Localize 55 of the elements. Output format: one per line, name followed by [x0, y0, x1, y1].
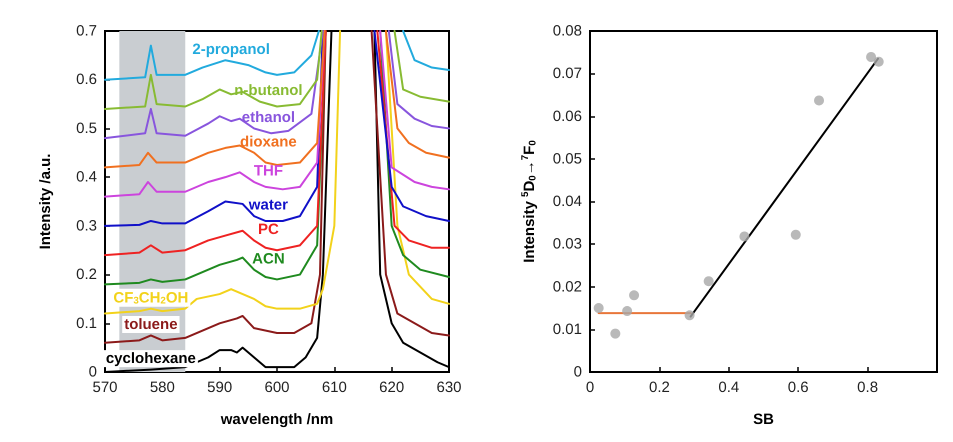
y-tick-label: 0.04: [552, 193, 582, 210]
y-tick-label: 0.03: [552, 236, 582, 253]
x-tick-label: 0: [586, 379, 594, 396]
y-tick-label: 0.6: [76, 71, 97, 88]
y-tick-label: 0.2: [76, 266, 97, 284]
point: [622, 306, 632, 316]
x-tick-label: 590: [207, 379, 232, 396]
x-tick-label: 0.6: [788, 379, 809, 396]
series-label: water: [248, 196, 288, 214]
point: [594, 303, 604, 314]
point: [704, 276, 714, 286]
x-tick-label: 630: [436, 379, 462, 396]
series-label: PC: [258, 221, 279, 238]
point: [874, 56, 884, 67]
series-label: cyclohexane: [106, 350, 196, 368]
y-tick-label: 0.4: [76, 168, 97, 186]
x-tick-label: 570: [92, 379, 118, 396]
point: [790, 230, 801, 240]
series-label: THF: [254, 162, 283, 180]
y-tick-label: 0.05: [552, 150, 582, 168]
y-tick-label: 0.06: [552, 108, 582, 125]
point: [629, 290, 640, 300]
point: [739, 231, 750, 242]
y-tick-label: 0.01: [552, 320, 582, 338]
x-tick-label: 580: [150, 379, 175, 396]
point: [684, 310, 695, 320]
y-tick-label: 0.08: [552, 22, 582, 40]
y-tick-label: 0: [88, 364, 97, 380]
series-label: ACN: [252, 250, 285, 268]
y-tick-label: 0: [574, 364, 582, 380]
y-tick-label: 0.5: [76, 120, 97, 137]
y-tick-label: 0.02: [552, 278, 582, 296]
y-axis-title: Intensity 5D0→7F0: [520, 140, 538, 263]
series-label: dioxane: [240, 133, 297, 150]
x-tick-label: 0.4: [718, 379, 740, 396]
y-tick-label: 0.7: [76, 22, 97, 40]
y-tick-label: 0.07: [552, 65, 582, 82]
x-tick-label: 620: [379, 379, 404, 396]
series-label: n-butanol: [234, 82, 303, 100]
series-label: CF3CH2OH: [113, 289, 188, 306]
series-label: toluene: [124, 316, 178, 334]
y-tick-label: 0.1: [76, 314, 97, 332]
x-tick-label: 0.8: [857, 379, 878, 396]
x-tick-label: 600: [264, 379, 290, 396]
point: [866, 52, 876, 62]
y-axis-title: Intensity /a.u.: [37, 154, 54, 250]
x-axis-title: SB: [753, 411, 774, 428]
point: [610, 328, 620, 339]
x-tick-label: 0.2: [648, 379, 670, 396]
series-label: ethanol: [242, 109, 296, 126]
x-axis-title: wavelength /nm: [220, 411, 334, 428]
point: [814, 95, 824, 106]
series-label: 2-propanol: [192, 40, 270, 58]
x-tick-label: 610: [322, 379, 347, 396]
y-tick-label: 0.3: [76, 217, 97, 234]
